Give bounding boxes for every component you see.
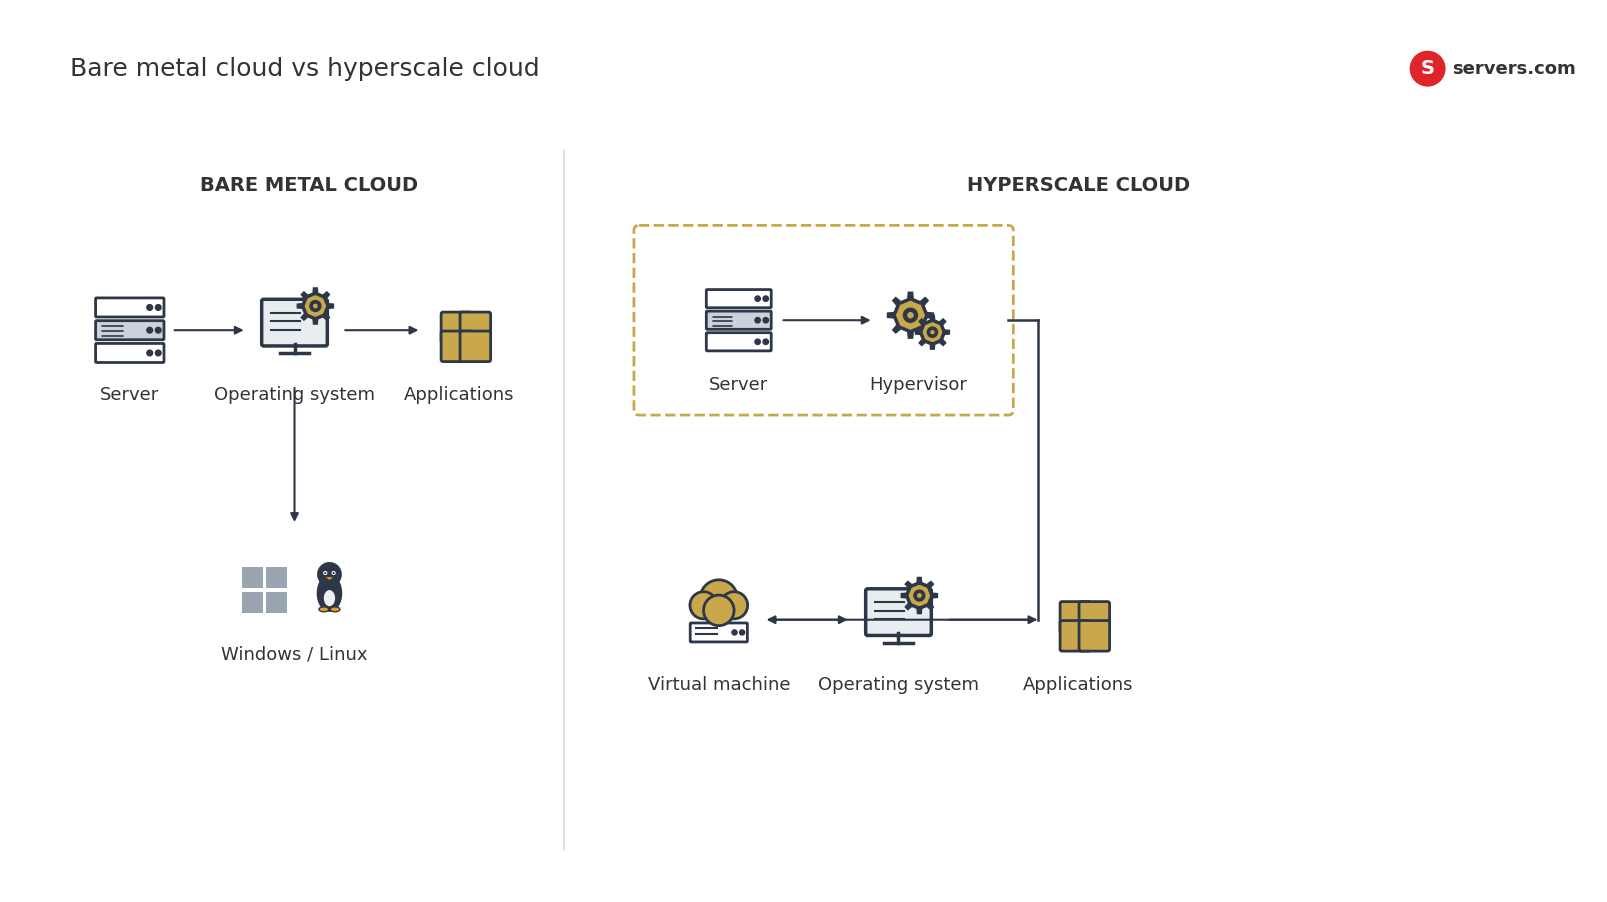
Text: Virtual machine: Virtual machine	[648, 676, 791, 694]
Circle shape	[318, 563, 341, 585]
Circle shape	[755, 339, 760, 345]
Circle shape	[323, 571, 328, 575]
Text: Operating system: Operating system	[818, 676, 979, 694]
Circle shape	[763, 318, 768, 323]
Text: Applications: Applications	[403, 386, 514, 404]
Circle shape	[333, 572, 334, 574]
FancyBboxPatch shape	[866, 589, 932, 636]
Circle shape	[906, 311, 914, 319]
Circle shape	[156, 350, 161, 355]
FancyBboxPatch shape	[691, 623, 747, 642]
Polygon shape	[889, 293, 932, 337]
Circle shape	[929, 329, 935, 335]
Text: BARE METAL CLOUD: BARE METAL CLOUD	[201, 176, 418, 195]
Circle shape	[689, 592, 717, 619]
FancyBboxPatch shape	[460, 331, 490, 362]
Ellipse shape	[318, 575, 341, 611]
Circle shape	[731, 630, 738, 635]
Bar	[241, 567, 262, 588]
Circle shape	[325, 572, 326, 574]
Circle shape	[146, 327, 153, 333]
Text: Operating system: Operating system	[214, 386, 374, 404]
Circle shape	[331, 571, 336, 575]
Polygon shape	[326, 577, 333, 580]
Circle shape	[927, 327, 937, 337]
FancyBboxPatch shape	[1061, 621, 1091, 651]
FancyBboxPatch shape	[460, 312, 490, 343]
Ellipse shape	[318, 607, 329, 612]
Circle shape	[146, 305, 153, 310]
FancyBboxPatch shape	[95, 344, 164, 363]
Bar	[267, 592, 288, 612]
Text: Applications: Applications	[1024, 676, 1133, 694]
Polygon shape	[916, 317, 948, 348]
Circle shape	[763, 296, 768, 301]
Text: Windows / Linux: Windows / Linux	[222, 646, 368, 664]
Circle shape	[755, 318, 760, 323]
Text: servers.com: servers.com	[1453, 60, 1576, 78]
Ellipse shape	[329, 607, 341, 612]
Circle shape	[310, 300, 321, 311]
Circle shape	[701, 580, 738, 617]
Circle shape	[903, 308, 918, 322]
FancyBboxPatch shape	[262, 299, 328, 346]
Circle shape	[312, 303, 318, 309]
Circle shape	[146, 350, 153, 355]
Circle shape	[914, 590, 924, 601]
Circle shape	[763, 339, 768, 345]
Text: Hypervisor: Hypervisor	[869, 376, 967, 394]
Circle shape	[916, 593, 922, 599]
Text: Bare metal cloud vs hyperscale cloud: Bare metal cloud vs hyperscale cloud	[69, 57, 540, 80]
Circle shape	[755, 296, 760, 301]
Text: HYPERSCALE CLOUD: HYPERSCALE CLOUD	[967, 176, 1189, 195]
Circle shape	[739, 630, 744, 635]
FancyBboxPatch shape	[95, 298, 164, 317]
Circle shape	[1409, 51, 1446, 87]
Circle shape	[720, 592, 747, 619]
Text: S: S	[1421, 60, 1435, 78]
Polygon shape	[299, 289, 333, 323]
Circle shape	[156, 305, 161, 310]
FancyBboxPatch shape	[707, 290, 771, 308]
FancyBboxPatch shape	[1061, 602, 1091, 632]
Polygon shape	[902, 578, 937, 612]
FancyBboxPatch shape	[1078, 621, 1109, 651]
Text: Server: Server	[100, 386, 159, 404]
Ellipse shape	[323, 589, 336, 607]
FancyBboxPatch shape	[95, 321, 164, 340]
FancyBboxPatch shape	[707, 311, 771, 329]
FancyBboxPatch shape	[707, 333, 771, 351]
FancyBboxPatch shape	[440, 312, 472, 343]
Text: Server: Server	[709, 376, 768, 394]
FancyBboxPatch shape	[440, 331, 472, 362]
Circle shape	[156, 327, 161, 333]
Bar	[241, 592, 262, 612]
FancyBboxPatch shape	[1078, 602, 1109, 632]
Circle shape	[704, 595, 734, 626]
Bar	[267, 567, 288, 588]
